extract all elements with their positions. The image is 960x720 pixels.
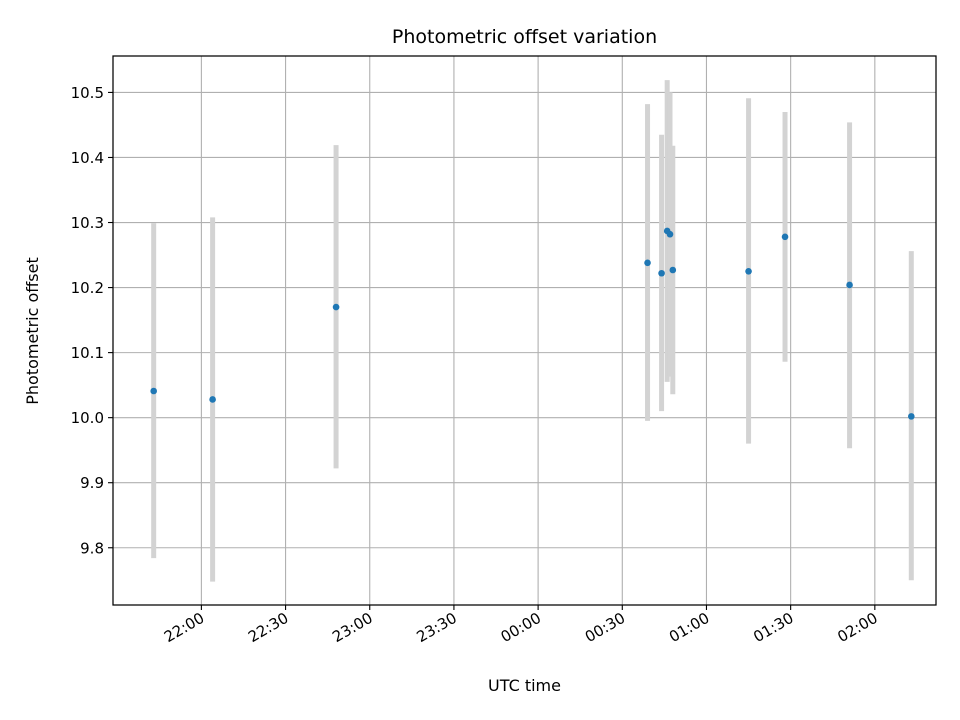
y-tick-label: 10.2 — [71, 279, 104, 297]
data-point — [644, 259, 651, 267]
data-point — [669, 266, 677, 274]
data-point — [658, 269, 665, 277]
y-axis-ticks: 9.8 9.9 10.0 10.1 10.2 10.3 10.4 10.5 — [71, 84, 113, 557]
data-point — [666, 230, 674, 238]
y-tick-label: 9.8 — [80, 539, 104, 557]
y-tick-label: 10.3 — [71, 214, 104, 232]
y-tick-label: 10.1 — [71, 344, 104, 362]
data-point — [781, 233, 789, 241]
data-point — [908, 413, 915, 420]
grid-lines — [113, 56, 936, 605]
data-point — [150, 387, 157, 395]
y-tick-label: 10.4 — [71, 149, 104, 167]
y-tick-label: 9.9 — [80, 474, 104, 492]
y-tick-label: 10.5 — [71, 84, 104, 102]
data-point — [745, 268, 752, 275]
y-tick-label: 10.0 — [71, 409, 104, 427]
x-axis-label: UTC time — [488, 676, 561, 695]
chart-title: Photometric offset variation — [392, 26, 657, 48]
data-point — [332, 303, 340, 311]
plot-frame — [112, 55, 937, 606]
y-axis-label: Photometric offset — [23, 257, 42, 405]
data-points — [150, 227, 915, 420]
data-point — [846, 281, 853, 289]
data-point — [209, 396, 216, 403]
